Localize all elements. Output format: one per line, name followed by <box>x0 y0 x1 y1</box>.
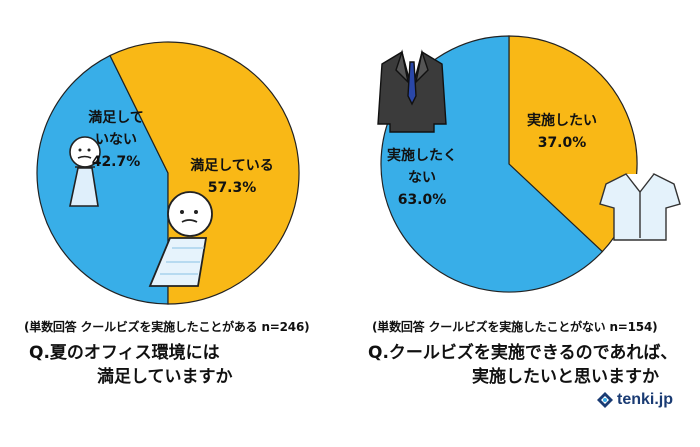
pie-0-slice-1-value-label: 57.3% <box>208 180 257 196</box>
pie-0-slice-0-label-line-0: 満足して <box>88 109 144 126</box>
left-question-line-1: Q.夏のオフィス環境には <box>29 343 220 363</box>
suit-jacket-icon <box>377 49 447 133</box>
pie-0-slice-1 <box>109 41 300 305</box>
pie-0-slice-0-label-line-1: いない <box>95 132 137 148</box>
pie-1-slice-1-value-label: 63.0% <box>398 192 447 208</box>
left-chart-note: (単数回答 クールビズを実施したことがある n=246) <box>24 320 310 334</box>
right-chart-note: (単数回答 クールビズを実施したことがない n=154) <box>372 320 658 334</box>
tenki-logo-icon <box>597 392 613 408</box>
pie-0-slice-0-value-label: 42.7% <box>92 154 141 170</box>
left-chart-panel: 満足していない 42.7% 満足している 57.3% (単数回答 クールビズを実施した… <box>24 41 310 389</box>
short-sleeve-shirt-icon <box>599 173 681 241</box>
brand-name: tenki.jp <box>617 391 674 408</box>
pie-0-slice-0 <box>36 54 169 305</box>
left-question-line-2: 満足していますか <box>97 367 233 387</box>
right-chart-panel: 実施したい 37.0% 実施したくない 63.0% (単数回答 クールビズを実施したこ… <box>350 0 700 447</box>
pie-0-slice-1-label-line-0: 満足している <box>190 157 274 174</box>
pie-1-slice-0-value-label: 37.0% <box>538 135 587 151</box>
teru-teru-bozu-icon-large <box>148 191 213 287</box>
right-question-line-2: 実施したいと思いますか <box>472 367 659 387</box>
right-chart-question: Q.クールビズを実施できるのであれば、 実施したいと思いますか <box>368 341 677 389</box>
pie-1-slice-1-label-line-1: ない <box>408 170 436 186</box>
pie-1-slice-1-label-line-0: 実施したく <box>387 147 457 164</box>
left-chart-question: Q.夏のオフィス環境には 満足していますか <box>29 341 233 389</box>
teru-teru-bozu-icon-small <box>69 136 101 207</box>
tenki-brand: tenki.jp <box>596 391 673 409</box>
right-question-line-1: Q.クールビズを実施できるのであれば、 <box>368 343 678 363</box>
pie-1-slice-0-label-line-0: 実施したい <box>527 112 597 129</box>
